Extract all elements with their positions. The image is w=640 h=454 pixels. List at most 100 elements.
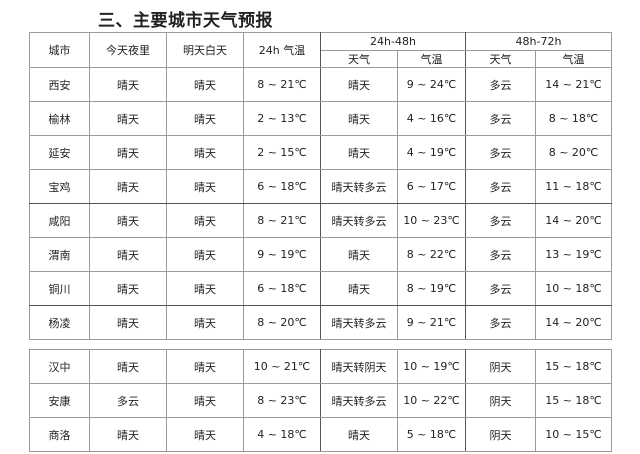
weather-24-48h-cell: 晴天转多云: [320, 305, 398, 340]
table-row: 铜川 晴天 晴天 6 ~ 18℃ 晴天 8 ~ 19℃ 多云 10 ~ 18℃: [29, 271, 612, 306]
tonight-weather-cell: 晴天: [89, 203, 167, 238]
tonight-weather-cell: 晴天: [89, 305, 167, 340]
temp-24-48h-cell: 9 ~ 21℃: [397, 305, 466, 340]
temp-24h-cell: 4 ~ 18℃: [243, 417, 321, 452]
tonight-weather-cell: 晴天: [89, 237, 167, 272]
temp-48-72h-cell: 14 ~ 20℃: [535, 305, 612, 340]
tonight-weather-cell: 晴天: [89, 135, 167, 170]
tonight-weather-cell: 晴天: [89, 101, 167, 136]
header-group-48-72h: 48h-72h: [465, 32, 612, 51]
temp-24h-cell: 9 ~ 19℃: [243, 237, 321, 272]
tomorrow-day-weather-cell: 晴天: [166, 383, 244, 418]
temp-24h-cell: 2 ~ 13℃: [243, 101, 321, 136]
weather-48-72h-cell: 阴天: [465, 417, 536, 452]
header-tonight: 今天夜里: [89, 32, 167, 68]
table-row: 咸阳 晴天 晴天 8 ~ 21℃ 晴天转多云 10 ~ 23℃ 多云 14 ~ 20℃: [29, 203, 612, 238]
table-row: 宝鸡 晴天 晴天 6 ~ 18℃ 晴天转多云 6 ~ 17℃ 多云 11 ~ 18℃: [29, 169, 612, 204]
city-cell: 渭南: [29, 237, 90, 272]
tomorrow-day-weather-cell: 晴天: [166, 135, 244, 170]
weather-24-48h-cell: 晴天: [320, 271, 398, 306]
temp-24-48h-cell: 10 ~ 22℃: [397, 383, 466, 418]
temp-24h-cell: 8 ~ 20℃: [243, 305, 321, 340]
weather-48-72h-cell: 多云: [465, 203, 536, 238]
forecast-table-main: 城市 今天夜里 明天白天 24h 气温 24h-48h 48h-72h 天气 气…: [29, 32, 612, 340]
table-row: 杨凌 晴天 晴天 8 ~ 20℃ 晴天转多云 9 ~ 21℃ 多云 14 ~ 20℃: [29, 305, 612, 340]
temp-24-48h-cell: 5 ~ 18℃: [397, 417, 466, 452]
city-cell: 西安: [29, 67, 90, 102]
tomorrow-day-weather-cell: 晴天: [166, 67, 244, 102]
tomorrow-day-weather-cell: 晴天: [166, 305, 244, 340]
section-title: 三、主要城市天气预报: [98, 11, 273, 31]
temp-48-72h-cell: 8 ~ 18℃: [535, 101, 612, 136]
weather-48-72h-cell: 多云: [465, 305, 536, 340]
header-temp-24h: 24h 气温: [243, 32, 321, 68]
header-weather-72h: 天气: [465, 50, 536, 68]
temp-24-48h-cell: 8 ~ 19℃: [397, 271, 466, 306]
temp-24h-cell: 6 ~ 18℃: [243, 271, 321, 306]
tomorrow-day-weather-cell: 晴天: [166, 349, 244, 384]
temp-24-48h-cell: 8 ~ 22℃: [397, 237, 466, 272]
temp-48-72h-cell: 11 ~ 18℃: [535, 169, 612, 204]
city-cell: 延安: [29, 135, 90, 170]
city-cell: 商洛: [29, 417, 90, 452]
temp-48-72h-cell: 15 ~ 18℃: [535, 383, 612, 418]
tomorrow-day-weather-cell: 晴天: [166, 237, 244, 272]
weather-24-48h-cell: 晴天: [320, 237, 398, 272]
tonight-weather-cell: 晴天: [89, 271, 167, 306]
header-city: 城市: [29, 32, 90, 68]
header-temp-72h: 气温: [535, 50, 612, 68]
tonight-weather-cell: 晴天: [89, 349, 167, 384]
weather-48-72h-cell: 多云: [465, 135, 536, 170]
temp-24-48h-cell: 4 ~ 19℃: [397, 135, 466, 170]
table-row: 渭南 晴天 晴天 9 ~ 19℃ 晴天 8 ~ 22℃ 多云 13 ~ 19℃: [29, 237, 612, 272]
temp-48-72h-cell: 15 ~ 18℃: [535, 349, 612, 384]
tomorrow-day-weather-cell: 晴天: [166, 417, 244, 452]
tonight-weather-cell: 晴天: [89, 169, 167, 204]
weather-48-72h-cell: 多云: [465, 101, 536, 136]
weather-24-48h-cell: 晴天转多云: [320, 203, 398, 238]
temp-24-48h-cell: 10 ~ 19℃: [397, 349, 466, 384]
table-row: 延安 晴天 晴天 2 ~ 15℃ 晴天 4 ~ 19℃ 多云 8 ~ 20℃: [29, 135, 612, 170]
temp-48-72h-cell: 10 ~ 15℃: [535, 417, 612, 452]
temp-48-72h-cell: 14 ~ 21℃: [535, 67, 612, 102]
temp-48-72h-cell: 14 ~ 20℃: [535, 203, 612, 238]
header-weather-48h: 天气: [320, 50, 398, 68]
header-temp-48h: 气温: [397, 50, 466, 68]
table-row: 西安 晴天 晴天 8 ~ 21℃ 晴天 9 ~ 24℃ 多云 14 ~ 21℃: [29, 67, 612, 102]
weather-48-72h-cell: 多云: [465, 67, 536, 102]
tomorrow-day-weather-cell: 晴天: [166, 169, 244, 204]
temp-24h-cell: 2 ~ 15℃: [243, 135, 321, 170]
temp-24h-cell: 8 ~ 23℃: [243, 383, 321, 418]
weather-24-48h-cell: 晴天: [320, 417, 398, 452]
weather-24-48h-cell: 晴天: [320, 101, 398, 136]
city-cell: 安康: [29, 383, 90, 418]
weather-24-48h-cell: 晴天转多云: [320, 169, 398, 204]
temp-24-48h-cell: 4 ~ 16℃: [397, 101, 466, 136]
header-group-24-48h: 24h-48h: [320, 32, 466, 51]
weather-48-72h-cell: 多云: [465, 271, 536, 306]
weather-48-72h-cell: 阴天: [465, 349, 536, 384]
table-row: 汉中 晴天 晴天 10 ~ 21℃ 晴天转阴天 10 ~ 19℃ 阴天 15 ~ 18℃: [29, 349, 612, 384]
tomorrow-day-weather-cell: 晴天: [166, 203, 244, 238]
forecast-table-south: 汉中 晴天 晴天 10 ~ 21℃ 晴天转阴天 10 ~ 19℃ 阴天 15 ~ 18℃ 安康多…: [29, 349, 612, 452]
city-cell: 咸阳: [29, 203, 90, 238]
table-row: 榆林 晴天 晴天 2 ~ 13℃ 晴天 4 ~ 16℃ 多云 8 ~ 18℃: [29, 101, 612, 136]
temp-24h-cell: 10 ~ 21℃: [243, 349, 321, 384]
weather-24-48h-cell: 晴天转多云: [320, 383, 398, 418]
weather-24-48h-cell: 晴天: [320, 67, 398, 102]
temp-48-72h-cell: 10 ~ 18℃: [535, 271, 612, 306]
temp-24-48h-cell: 6 ~ 17℃: [397, 169, 466, 204]
weather-24-48h-cell: 晴天转阴天: [320, 349, 398, 384]
city-cell: 榆林: [29, 101, 90, 136]
weather-24-48h-cell: 晴天: [320, 135, 398, 170]
tomorrow-day-weather-cell: 晴天: [166, 101, 244, 136]
tomorrow-day-weather-cell: 晴天: [166, 271, 244, 306]
table-row: 商洛 晴天 晴天 4 ~ 18℃ 晴天 5 ~ 18℃ 阴天 10 ~ 15℃: [29, 417, 612, 452]
table-row: 安康 多云 晴天 8 ~ 23℃ 晴天转多云 10 ~ 22℃ 阴天 15 ~ 18℃: [29, 383, 612, 418]
tonight-weather-cell: 多云: [89, 383, 167, 418]
temp-24-48h-cell: 10 ~ 23℃: [397, 203, 466, 238]
weather-48-72h-cell: 多云: [465, 237, 536, 272]
tonight-weather-cell: 晴天: [89, 417, 167, 452]
temp-48-72h-cell: 13 ~ 19℃: [535, 237, 612, 272]
temp-48-72h-cell: 8 ~ 20℃: [535, 135, 612, 170]
